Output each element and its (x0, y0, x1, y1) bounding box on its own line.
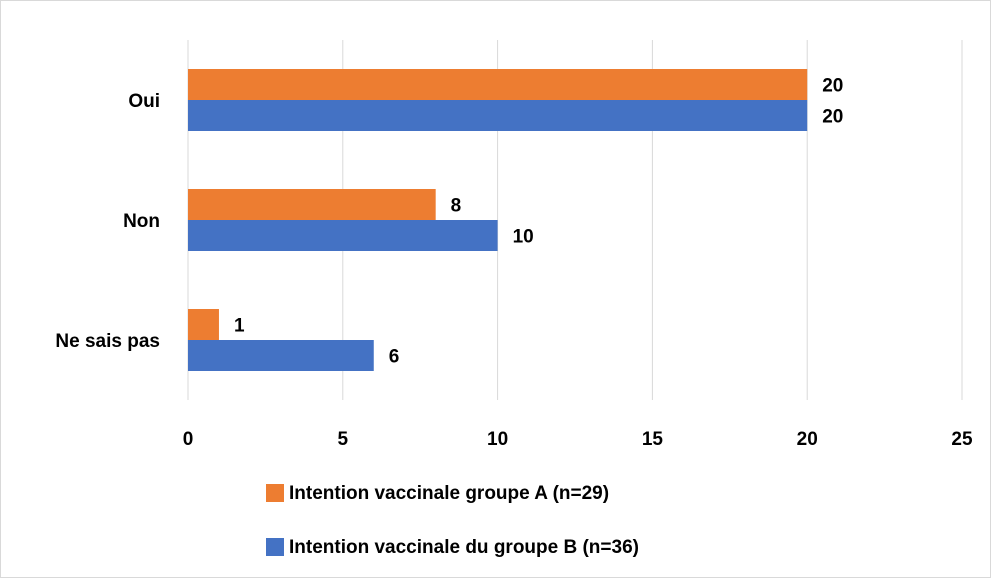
x-tick-label: 10 (487, 429, 508, 450)
bar (188, 309, 219, 340)
data-label: 8 (451, 196, 462, 217)
bar (188, 220, 498, 251)
bar (188, 100, 808, 131)
x-tick-label: 25 (951, 429, 973, 450)
legend-swatch (266, 484, 284, 502)
y-tick-label: Non (123, 211, 160, 232)
data-label: 1 (234, 316, 245, 337)
x-tick-label: 20 (797, 429, 818, 450)
data-label: 20 (822, 76, 843, 97)
data-label: 6 (389, 347, 400, 368)
data-label: 20 (822, 107, 843, 128)
legend-label: Intention vaccinale du groupe B (n=36) (289, 537, 639, 558)
x-tick-label: 5 (338, 429, 349, 450)
y-tick-label: Ne sais pas (55, 331, 160, 352)
legend-label: Intention vaccinale groupe A (n=29) (289, 483, 609, 504)
data-label: 10 (513, 227, 534, 248)
bar (188, 189, 436, 220)
y-tick-label: Oui (128, 91, 160, 112)
bar (188, 69, 808, 100)
bar (188, 340, 374, 371)
x-tick-label: 15 (642, 429, 664, 450)
legend-swatch (266, 538, 284, 556)
x-tick-label: 0 (183, 429, 194, 450)
